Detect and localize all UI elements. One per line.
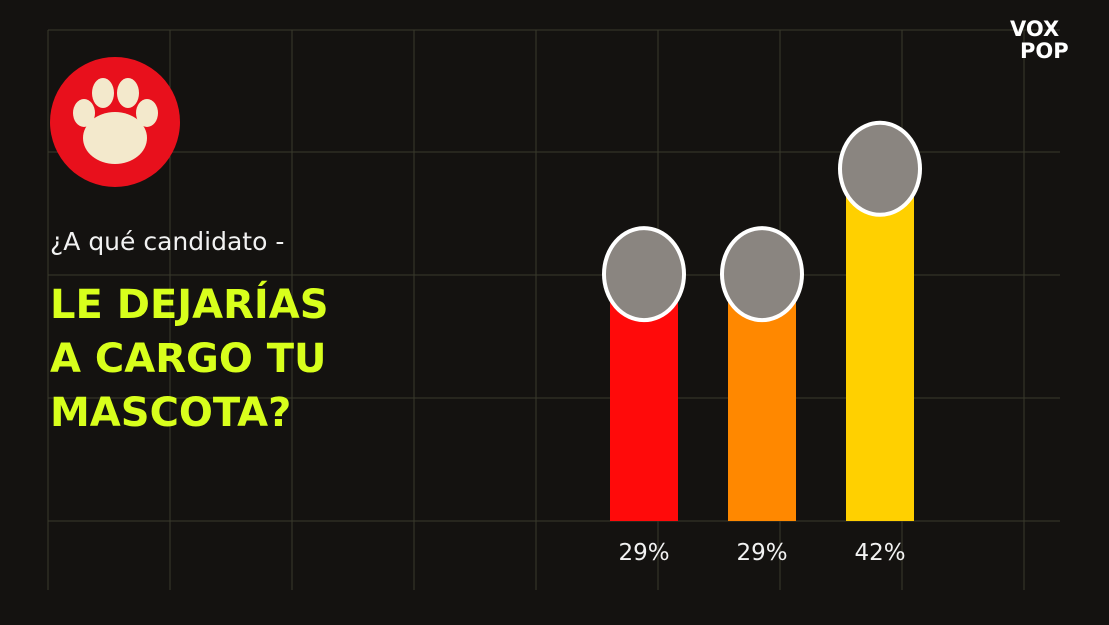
candidate-photo <box>602 226 686 323</box>
bar <box>728 286 796 521</box>
value-label: 29% <box>736 540 787 566</box>
subtitle: ¿A qué candidato - <box>50 227 284 256</box>
value-label: 29% <box>618 540 669 566</box>
candidate-photo <box>720 226 804 323</box>
logo-text: POP <box>1020 39 1069 63</box>
bar <box>610 286 678 521</box>
title-line: MASCOTA? <box>50 390 291 436</box>
candidate-photo <box>838 120 922 217</box>
bar <box>846 180 914 522</box>
paw-icon <box>50 57 180 187</box>
title-line: LE DEJARÍAS <box>50 280 329 328</box>
value-label: 42% <box>854 540 905 566</box>
title-line: A CARGO TU <box>50 336 327 382</box>
logo-text: VOX <box>1010 17 1059 41</box>
